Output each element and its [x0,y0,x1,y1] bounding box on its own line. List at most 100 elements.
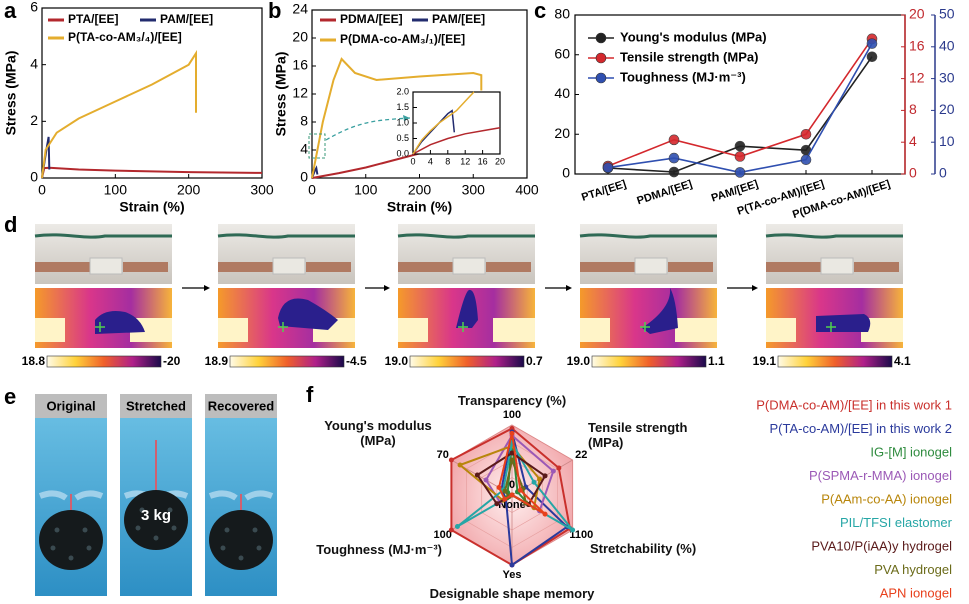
weight-disk [39,510,103,570]
cold-blob [642,288,678,334]
panel-label: e [4,384,16,409]
x-tick-label: PTA/[EE] [580,178,628,204]
sample [820,257,854,275]
legend-label: PAM/[EE] [160,12,213,26]
series-marker [800,154,812,165]
y-tick-label: 0 [562,165,570,181]
photo [580,224,717,284]
wire [397,233,535,239]
hot-region [766,318,796,342]
x-tick-label: 16 [478,156,488,166]
colorbar-max: 1.1 [708,354,725,368]
colorbar-max: -4.5 [346,354,367,368]
disk-hole [224,527,230,533]
electrode [35,262,90,272]
series-marker [668,152,680,164]
electrode [486,262,531,272]
photo-header-label: Recovered [208,398,275,413]
colorbar [409,355,525,368]
y3-tick-label: 0 [939,165,947,181]
legend-label: PIL/TFSI elastomer [840,515,953,530]
series-marker [668,134,680,146]
disk-hole [82,527,88,533]
y3-tick-label: 30 [939,69,955,85]
y-tick-label: 60 [554,45,570,61]
y-tick-label: 0.5 [396,133,409,143]
radar-point [483,477,489,483]
crosshair [826,322,836,332]
thermal-frame: 18.8 -20 [22,224,181,368]
y-tick-label: 16 [292,57,308,73]
crosshair [640,322,650,332]
colorbar-min: 19.0 [567,354,591,368]
radar-point [542,511,548,517]
y-tick-label: 0 [300,169,308,185]
legend-label: PVA hydrogel [874,562,952,577]
weight-label: 3 kg [141,507,171,524]
zoom-arrow [325,117,411,141]
hot-region [35,318,65,342]
colorbar [777,355,893,368]
y-tick-label: 20 [292,29,308,45]
y-tick-label: 8 [300,113,308,129]
radar-tick-label: 0 [509,479,515,491]
photo-header [35,394,107,418]
y3-tick-label: 40 [939,38,955,54]
radar-point [570,527,576,533]
electrode [668,262,713,272]
legend-label: IG-[M] ionogel [870,444,952,459]
electrode [766,262,821,272]
inset-bg [413,92,500,154]
colorbar [229,355,345,368]
panel-label: f [306,382,314,407]
wire [579,233,717,239]
radar-point [509,426,515,431]
radar-point [448,527,454,533]
cold-blob [816,314,871,332]
legend-label: P(SPMA-r-MMA) ionogel [809,468,952,483]
y-tick-label: 80 [554,6,570,22]
x-tick-label: 0 [410,156,415,166]
colorbar-min: 19.0 [385,354,409,368]
colorbar-min: 18.9 [205,354,229,368]
series-line [41,49,197,179]
y-tick-label: 24 [292,1,308,17]
y-axis-title: Stress (MPa) [273,52,289,137]
legend-label: P(AAm-co-AA) ionogel [821,491,952,506]
radar-point [496,485,502,490]
colorbar [591,355,707,368]
x-tick-label: 0 [308,181,316,197]
cold-blob [456,289,478,328]
legend-label: PDMA/[EE] [340,12,403,26]
weight-disk [209,510,273,570]
colorbar-min: 18.8 [22,354,46,368]
radar-point [448,457,454,463]
hot-region [398,318,428,342]
legend-marker [595,52,607,64]
radar-axis-name: Tensile strength (MPa) [588,420,688,450]
radar-point [509,457,515,463]
radar-point [509,562,515,568]
y-tick-label: 0 [30,169,38,185]
y2-tick-label: 0 [909,165,917,181]
y-tick-label: 1.0 [396,117,409,127]
disk-hole [252,527,258,533]
legend-label: P(TA-co-AM₃/₄)/[EE] [68,30,182,44]
panel-label: d [4,212,17,237]
radar-tick-label: 100 [503,409,521,421]
stretch-photo: Original [35,394,107,596]
photo-header-label: Original [46,398,95,413]
series-line [412,91,475,155]
series-marker [866,51,878,63]
disk-hole [256,545,262,551]
radar-axis-name: Stretchability (%) [590,541,697,556]
series-marker [734,151,746,162]
sample [89,257,123,275]
legend-label: P(DMA-co-AM)/[EE] in this work 1 [756,397,952,412]
radar-point [474,472,480,478]
colorbar-max: 4.1 [894,354,911,368]
disk-hole [167,507,173,513]
series-marker [734,167,746,178]
y-tick-label: 6 [30,0,38,15]
legend-label: Young's modulus (MPa) [620,29,767,44]
